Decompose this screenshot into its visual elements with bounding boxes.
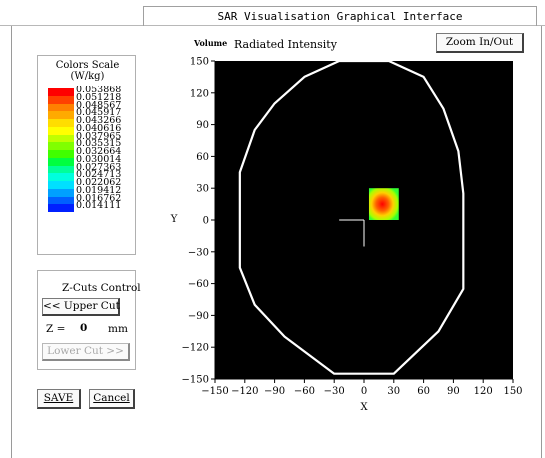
color-swatch (48, 103, 74, 112)
plot-axes: −150 −120 −90 −60 −30 0 30 60 90 120 150−150−120−9… (182, 57, 523, 398)
body-outline (238, 59, 465, 375)
color-swatch (48, 126, 74, 135)
upper-cut-button[interactable]: << Upper Cut (42, 298, 120, 316)
color-scale-labels: 0.053868 0.051218 0.048567 0.045917 0.043266… (76, 86, 136, 210)
color-scale-value: 0.053868 (76, 86, 122, 95)
z-value: 0 (80, 322, 88, 334)
x-axis-label: X (360, 402, 368, 413)
color-scale-value: 0.022062 (76, 177, 122, 188)
x-tick-label: −30 (324, 386, 345, 397)
color-scale-value: 0.048567 (76, 99, 122, 111)
window-right-border (541, 26, 542, 458)
color-swatch (48, 181, 74, 189)
color-swatch (48, 204, 74, 212)
color-scale-title: Colors Scale (W/kg) (38, 60, 137, 82)
color-swatch (48, 188, 74, 197)
lower-cut-button[interactable]: Lower Cut >> (42, 343, 130, 361)
color-swatch (48, 111, 74, 119)
x-tick-label: 150 (503, 386, 522, 397)
color-swatch (48, 196, 74, 205)
y-tick-label: −60 (188, 279, 209, 290)
plot-area (215, 59, 513, 379)
color-scale-value: 0.016762 (76, 192, 122, 204)
color-scale-value: 0.030014 (76, 153, 122, 165)
color-swatch (48, 165, 74, 174)
z-prefix: Z = (46, 323, 66, 335)
color-swatch (48, 157, 74, 166)
y-tick-label: 60 (196, 152, 209, 163)
y-tick-label: −30 (188, 247, 209, 258)
title-bar: SAR Visualisation Graphical Interface (0, 0, 545, 26)
z-readout: Z = 0 mm (46, 322, 132, 335)
color-scale-value: 0.045917 (76, 107, 122, 119)
y-tick-label: 0 (203, 216, 209, 227)
y-axis-label: Y (170, 214, 178, 225)
y-tick-label: 120 (190, 88, 209, 99)
color-swatch (48, 134, 74, 143)
x-tick-label: 60 (417, 386, 430, 397)
color-scale-value: 0.051218 (76, 91, 122, 103)
zoom-button[interactable]: Zoom In/Out (436, 33, 524, 53)
color-swatch (48, 142, 74, 150)
color-scale-value: 0.019412 (76, 184, 122, 196)
x-tick-label: −150 (201, 386, 228, 397)
y-tick-label: 30 (196, 184, 209, 195)
x-tick-label: −60 (294, 386, 315, 397)
color-scale-panel: Colors Scale (W/kg) 0.053868 0.051218 0.04… (37, 55, 136, 255)
color-scale-value: 0.037965 (76, 130, 122, 142)
color-scale-value: 0.035315 (76, 138, 122, 150)
y-tick-label: 150 (190, 57, 209, 68)
sar-hotspot (368, 188, 399, 220)
x-tick-label: 30 (387, 386, 400, 397)
save-button-label: SAVE (43, 392, 74, 404)
volume-label: Volume (194, 38, 228, 48)
color-swatch (48, 95, 74, 104)
x-tick-label: 120 (474, 386, 493, 397)
window-left-border (11, 26, 12, 458)
color-scale-value: 0.024713 (76, 169, 122, 181)
x-tick-label: 0 (361, 386, 367, 397)
zcuts-panel: Z-Cuts Control << Upper Cut Z = 0 mm Low… (37, 270, 141, 370)
color-swatch (48, 88, 74, 96)
y-tick-label: −120 (182, 343, 209, 354)
save-button[interactable]: SAVE (37, 389, 81, 409)
x-tick-label: −90 (264, 386, 285, 397)
quantity-label: Radiated Intensity (234, 38, 337, 51)
y-tick-label: −90 (188, 311, 209, 322)
y-tick-label: 90 (196, 120, 209, 131)
cancel-button-label: Cancel (93, 392, 130, 404)
color-scale-value: 0.043266 (76, 115, 122, 126)
cancel-button[interactable]: Cancel (89, 389, 135, 409)
color-swatch (48, 150, 74, 158)
color-swatch (48, 173, 74, 181)
color-scale-title-line1: Colors Scale (55, 60, 120, 71)
color-scale-value: 0.014111 (76, 200, 122, 210)
color-scale-unit: (W/kg) (70, 71, 105, 82)
zcuts-title: Z-Cuts Control (62, 282, 141, 294)
color-scale-swatches (48, 88, 74, 212)
window-title: SAR Visualisation Graphical Interface (143, 6, 537, 26)
y-tick-label: −150 (182, 375, 209, 386)
x-tick-label: −120 (231, 386, 258, 397)
color-scale-value: 0.040616 (76, 122, 122, 134)
color-swatch (48, 119, 74, 127)
color-scale-value: 0.032664 (76, 146, 122, 157)
color-scale-value: 0.027363 (76, 161, 122, 173)
z-unit: mm (108, 323, 128, 335)
x-tick-label: 90 (447, 386, 460, 397)
